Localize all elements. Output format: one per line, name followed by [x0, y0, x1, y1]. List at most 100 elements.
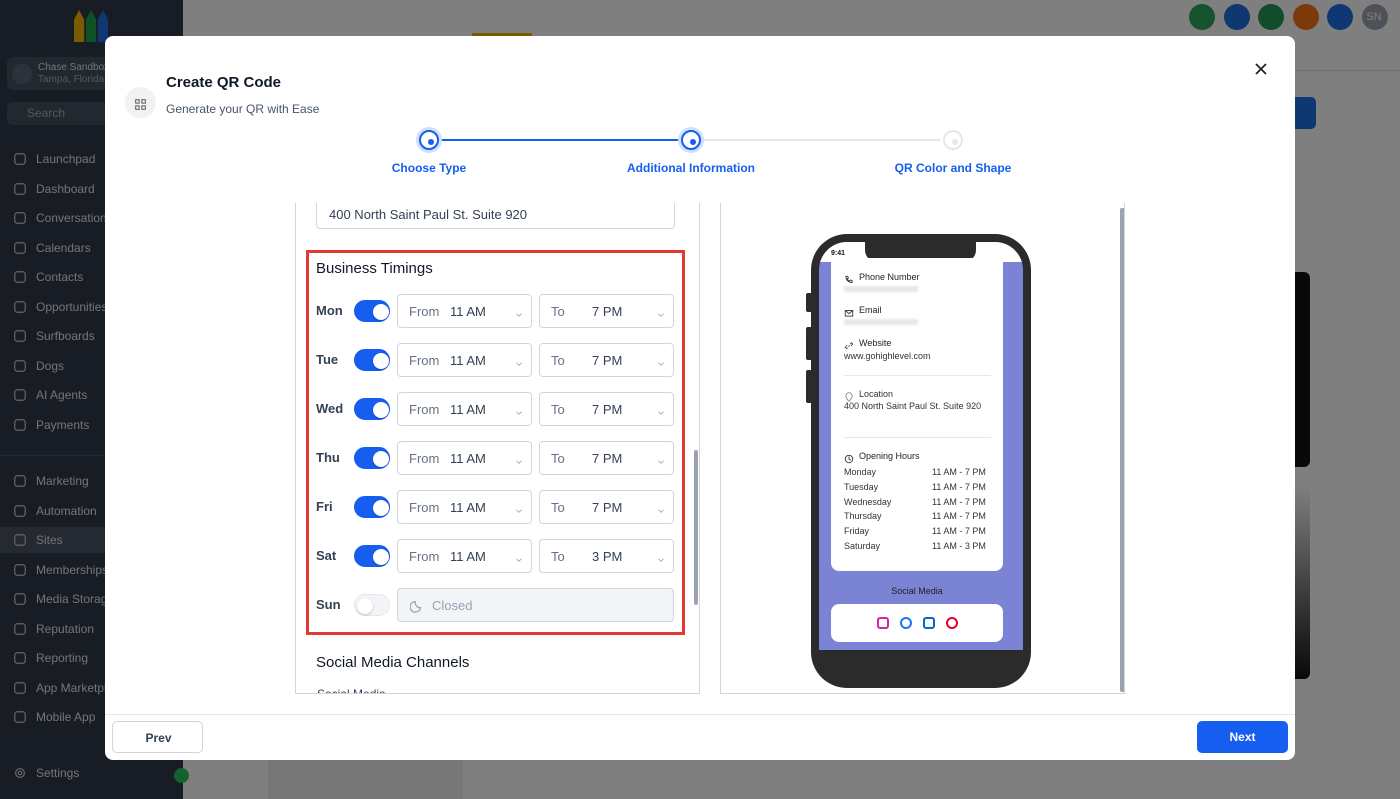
time-select[interactable]: To 7 PM: [539, 294, 674, 328]
chevron-icon: [514, 503, 524, 513]
field-label: Website: [859, 338, 892, 348]
step-label: Choose Type: [391, 161, 467, 175]
time-select-label: From: [409, 304, 440, 319]
hours-day: Friday: [844, 526, 870, 537]
day-label: Thu: [316, 450, 340, 465]
toggle[interactable]: [354, 300, 390, 322]
time-select-label: To: [551, 451, 565, 466]
time-select[interactable]: To 7 PM: [539, 392, 674, 426]
social-icon[interactable]: [923, 617, 935, 629]
time-select[interactable]: To 3 PM: [539, 539, 674, 573]
hours-time: 11 AM - 7 PM: [932, 496, 986, 507]
hours-day: Tuesday: [844, 481, 879, 492]
toggle[interactable]: [354, 447, 390, 469]
location-value: 400 North Saint Paul St. Suite 920: [844, 401, 982, 411]
time-select[interactable]: From 11 AM: [397, 343, 532, 377]
time-select-value: 3 PM: [592, 549, 623, 564]
section-title: Business Timings: [316, 260, 433, 277]
blurred-value: [844, 319, 918, 325]
phone-screen: 9:41 Phone Number Email Website www.gohighle…: [819, 242, 1023, 650]
scrollbar: [1120, 208, 1124, 692]
chevron-icon: [656, 307, 666, 317]
step-line: [691, 139, 953, 141]
hours-day: Saturday: [844, 541, 881, 551]
time-select[interactable]: From 11 AM: [397, 294, 532, 328]
divider: [844, 437, 991, 438]
chevron-icon: [656, 552, 666, 562]
step-label: QR Color and Shape: [894, 161, 1012, 175]
toggle[interactable]: [354, 496, 390, 518]
time-select-label: To: [551, 353, 565, 368]
field-icon: [844, 305, 854, 317]
time-select[interactable]: From 11 AM: [397, 490, 532, 524]
modal-icon: [125, 87, 156, 118]
day-label: Mon: [316, 303, 343, 318]
footer-divider: [105, 714, 1295, 715]
time-select-label: From: [409, 549, 440, 564]
time-select-label: To: [551, 549, 565, 564]
next-button[interactable]: Next: [1197, 721, 1288, 753]
chevron-icon: [514, 405, 524, 415]
step-circle[interactable]: [681, 130, 701, 150]
chevron-icon: [656, 356, 666, 366]
chevron-icon: [656, 405, 666, 415]
modal-title: Create QR Code: [166, 74, 282, 91]
clock-icon: [844, 451, 854, 464]
toggle-knob: [373, 402, 389, 418]
social-card: [831, 604, 1003, 642]
closed-label: Closed: [432, 598, 473, 613]
blurred-value: [844, 286, 918, 292]
field-icon: [844, 338, 854, 350]
toggle[interactable]: [354, 398, 390, 420]
time-select-value: 7 PM: [592, 402, 623, 417]
time-select-value: 7 PM: [592, 451, 623, 466]
time-select-value: 7 PM: [592, 500, 623, 515]
prev-label: Prev: [145, 731, 172, 745]
toggle-knob: [373, 353, 389, 369]
toggle-knob: [373, 549, 389, 565]
address-value: 400 North Saint Paul St. Suite 920: [329, 207, 528, 222]
toggle[interactable]: [354, 349, 390, 371]
prev-button[interactable]: Prev: [112, 721, 203, 753]
toggle-knob: [357, 598, 373, 614]
step-circle[interactable]: [943, 130, 963, 150]
notch: [865, 242, 976, 262]
time-select-label: To: [551, 402, 565, 417]
time-select[interactable]: To 7 PM: [539, 490, 674, 524]
step-circle[interactable]: [419, 130, 439, 150]
day-label: Tue: [316, 352, 339, 367]
toggle[interactable]: [354, 594, 390, 616]
modal-subtitle: Generate your QR with Ease: [166, 102, 320, 116]
form-panel: 400 North Saint Paul St. Suite 920 Busine…: [295, 203, 700, 694]
time-select-label: From: [409, 353, 440, 368]
time-select[interactable]: To 7 PM: [539, 343, 674, 377]
social-icon[interactable]: [877, 617, 889, 629]
social-icon[interactable]: [900, 617, 912, 629]
day-label: Sat: [316, 548, 337, 563]
next-label: Next: [1229, 730, 1256, 744]
qr-icon: [135, 97, 146, 110]
address-input[interactable]: 400 North Saint Paul St. Suite 920: [316, 203, 675, 229]
field-label: Phone Number: [859, 272, 920, 282]
close-button[interactable]: [1253, 61, 1269, 77]
time-select[interactable]: From 11 AM: [397, 539, 532, 573]
moon-icon: [409, 599, 424, 613]
time-select-value: 11 AM: [450, 500, 486, 515]
section-title: Social Media Channels: [316, 654, 470, 671]
chevron-icon: [514, 356, 524, 366]
toggle-knob: [373, 451, 389, 467]
chevron-icon: [514, 552, 524, 562]
toggle[interactable]: [354, 545, 390, 567]
social-label: Social Media: [891, 586, 943, 596]
time-select[interactable]: From 11 AM: [397, 441, 532, 475]
hours-time: 11 AM - 7 PM: [932, 467, 986, 477]
social-icon[interactable]: [946, 617, 958, 629]
time-select[interactable]: To 7 PM: [539, 441, 674, 475]
scrollbar: [694, 450, 698, 605]
time-select[interactable]: From 11 AM: [397, 392, 532, 426]
time-select-label: To: [551, 304, 565, 319]
time-select-label: From: [409, 402, 440, 417]
hours-time: 11 AM - 7 PM: [932, 526, 986, 537]
divider: [844, 375, 991, 376]
